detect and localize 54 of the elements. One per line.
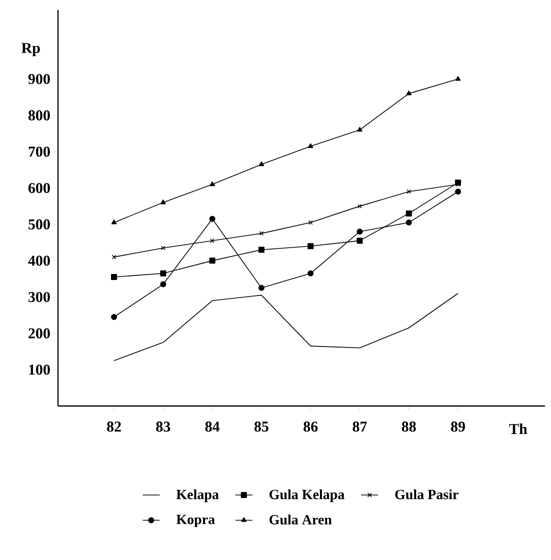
point — [406, 210, 412, 216]
point — [209, 216, 216, 222]
point — [308, 270, 314, 276]
y-tick-label: 200 — [28, 328, 50, 338]
x-tick-label: 83 — [156, 422, 170, 432]
y-tick-label: 800 — [28, 110, 50, 120]
point — [160, 270, 166, 276]
x-tick-label: 88 — [402, 422, 416, 432]
x-tick-label: 85 — [254, 422, 268, 432]
point — [111, 314, 118, 320]
point — [258, 284, 264, 291]
point — [160, 246, 166, 250]
point — [308, 143, 314, 148]
point — [209, 258, 216, 264]
y-tick-label: 400 — [28, 256, 50, 266]
x-axis-title: Th — [509, 424, 528, 434]
point — [406, 90, 412, 96]
legend-label: Kopra — [176, 514, 215, 528]
y-tick-label: 300 — [28, 292, 50, 302]
y-axis-title: Rp — [22, 43, 40, 56]
point — [406, 189, 412, 194]
legend-label: Kelapa — [176, 489, 219, 502]
point — [258, 161, 264, 166]
line-series — [114, 292, 458, 361]
point — [160, 200, 166, 204]
y-tick-label: 900 — [28, 74, 50, 84]
point — [357, 204, 362, 208]
point — [308, 220, 313, 225]
point — [259, 231, 264, 236]
y-tick-label: 700 — [28, 146, 50, 157]
legend-label: Gula Pasir — [395, 489, 458, 500]
x-tick-label: 89 — [451, 422, 465, 432]
point — [356, 238, 363, 244]
point — [406, 220, 412, 226]
x-tick-label: 86 — [304, 422, 318, 432]
legend-label: Gula Kelapa — [270, 489, 344, 502]
x-tick-label: 87 — [352, 422, 367, 432]
y-tick-label: 500 — [28, 219, 50, 230]
x-tick-label: 84 — [205, 422, 220, 432]
point — [111, 274, 118, 280]
x-tick-label: 82 — [107, 422, 121, 432]
legend-label: Gula Aren — [270, 514, 332, 524]
y-tick-label: 600 — [28, 182, 50, 194]
point — [258, 246, 264, 253]
point — [356, 228, 363, 235]
y-tick-label: 100 — [29, 364, 50, 375]
point — [160, 281, 166, 288]
point — [455, 188, 462, 195]
point — [111, 220, 117, 224]
point — [210, 181, 215, 186]
point — [210, 238, 215, 243]
point — [357, 126, 362, 132]
point — [455, 76, 461, 81]
point — [308, 243, 314, 250]
